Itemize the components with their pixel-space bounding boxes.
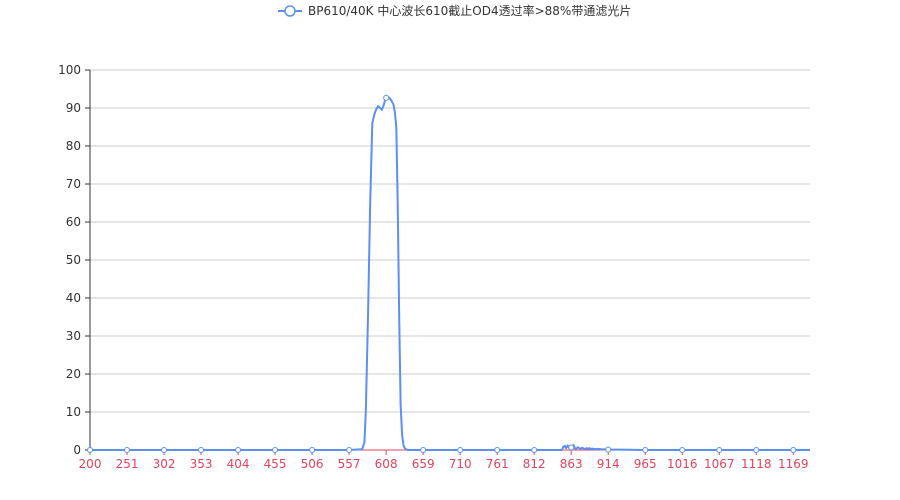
y-tick-label: 20 [66, 367, 81, 381]
data-point [309, 447, 316, 453]
x-tick-label: 710 [449, 457, 472, 471]
y-tick-label: 50 [66, 253, 81, 267]
legend-circle-icon [284, 5, 296, 17]
x-tick-label: 557 [338, 457, 361, 471]
x-tick-label: 1118 [741, 457, 772, 471]
data-point [568, 444, 575, 451]
x-tick-label: 659 [412, 457, 435, 471]
data-point [605, 446, 612, 453]
x-tick-label: 1067 [704, 457, 735, 471]
data-point [716, 447, 723, 453]
data-point [161, 447, 168, 453]
x-tick-label: 302 [153, 457, 176, 471]
y-tick-label: 10 [66, 405, 81, 419]
x-tick-label: 1016 [667, 457, 698, 471]
y-tick-label: 100 [58, 63, 81, 77]
data-point [235, 447, 242, 453]
data-point [457, 447, 464, 453]
data-point [383, 94, 390, 101]
data-point [346, 447, 353, 453]
data-point [679, 447, 686, 453]
x-tick-label: 761 [486, 457, 509, 471]
x-tick-label: 1169 [778, 457, 809, 471]
x-tick-label: 251 [116, 457, 139, 471]
x-tick-label: 608 [375, 457, 398, 471]
y-tick-label: 90 [66, 101, 81, 115]
data-point [753, 447, 760, 453]
data-point [531, 447, 538, 453]
x-tick-label: 914 [597, 457, 620, 471]
data-point [420, 447, 427, 453]
y-tick-label: 80 [66, 139, 81, 153]
data-point [272, 447, 279, 453]
y-tick-label: 70 [66, 177, 81, 191]
y-tick-label: 40 [66, 291, 81, 305]
y-tick-label: 30 [66, 329, 81, 343]
x-tick-label: 506 [301, 457, 324, 471]
data-point [642, 447, 649, 453]
series-line [90, 95, 810, 451]
data-point [124, 447, 131, 453]
y-tick-label: 0 [73, 443, 81, 457]
x-tick-label: 353 [190, 457, 213, 471]
y-tick-label: 60 [66, 215, 81, 229]
x-tick-label: 965 [634, 457, 657, 471]
data-point [494, 447, 501, 453]
x-tick-label: 812 [523, 457, 546, 471]
legend-label: BP610/40K 中心波长610截止OD4透过率>88%带通滤光片 [308, 3, 631, 18]
x-tick-label: 200 [79, 457, 102, 471]
data-point [198, 447, 205, 453]
x-tick-label: 455 [264, 457, 287, 471]
x-tick-label: 404 [227, 457, 250, 471]
x-tick-label: 863 [560, 457, 583, 471]
data-point [87, 447, 93, 453]
data-point [790, 447, 797, 453]
